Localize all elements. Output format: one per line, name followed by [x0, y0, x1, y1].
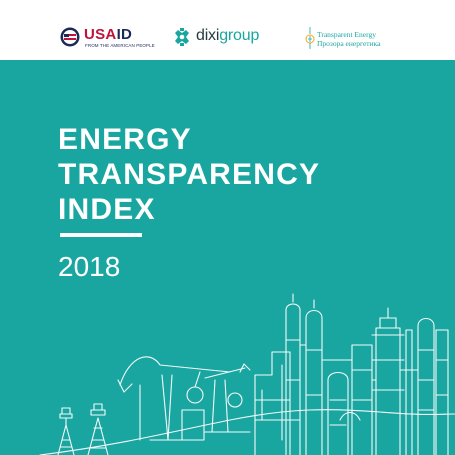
- title-divider: [60, 233, 142, 237]
- transparent-energy-text: Transparent Energy Прозора енергетика: [317, 30, 380, 48]
- dixigroup-wordmark-group: group: [219, 27, 260, 44]
- usaid-wordmark-id: ID: [116, 26, 133, 43]
- usaid-seal-icon: [60, 27, 80, 47]
- industrial-skyline-illustration: [39, 293, 455, 455]
- usaid-wordmark-usa: USA: [84, 26, 117, 43]
- transparent-energy-line-en: Transparent Energy: [317, 30, 376, 39]
- dixigroup-wordmark: dixigroup: [196, 28, 259, 44]
- report-year: 2018: [58, 251, 121, 282]
- transparent-energy-logo-icon: [305, 27, 315, 49]
- transparent-energy-line-ua: Прозора енергетика: [317, 39, 381, 48]
- title-line-1: ENERGY: [58, 123, 192, 156]
- usaid-wordmark: USAID: [84, 27, 132, 42]
- title-line-2: TRANSPARENCY: [58, 158, 321, 191]
- dixigroup-wordmark-dixi: dixi: [196, 27, 220, 44]
- logo-header: USAID FROM THE AMERICAN PEOPLE dixigroup…: [0, 0, 455, 60]
- title-line-3: INDEX: [58, 193, 156, 226]
- page-title: ENERGY TRANSPARENCY INDEX: [58, 122, 320, 227]
- usaid-tagline: FROM THE AMERICAN PEOPLE: [85, 43, 155, 48]
- teal-cover-panel: ENERGY TRANSPARENCY INDEX 2018: [0, 60, 455, 455]
- dixigroup-logo-icon: [175, 28, 189, 46]
